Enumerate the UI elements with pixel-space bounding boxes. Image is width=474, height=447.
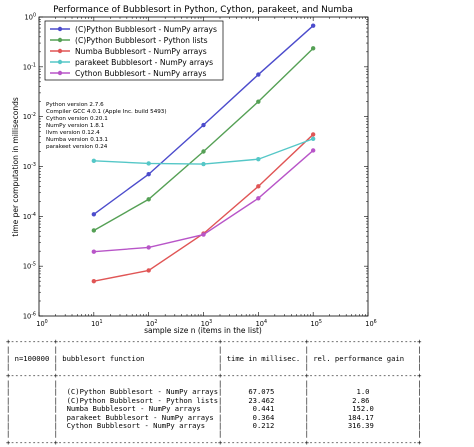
version-line: llvm version 0.12.4 [46, 130, 100, 136]
performance-chart: Performance of Bubblesort in Python, Cyt… [11, 5, 377, 335]
x-tick-label: 106 [365, 319, 376, 328]
data-point [256, 157, 261, 162]
x-tick-label: 100 [36, 319, 47, 328]
chart-title: Performance of Bubblesort in Python, Cyt… [53, 5, 353, 15]
data-point [310, 132, 316, 137]
x-tick-label: 104 [256, 319, 267, 328]
x-tick-label: 105 [310, 319, 321, 328]
version-line: Compiler GCC 4.0.1 (Apple Inc. build 549… [46, 109, 167, 115]
data-point [201, 149, 206, 154]
legend-label: Numba Bubblesort - NumPy arrays [75, 47, 207, 56]
data-point [256, 99, 261, 104]
legend-swatch-marker [57, 37, 63, 43]
legend-swatch-marker [57, 70, 63, 76]
legend-swatch-marker [57, 59, 63, 65]
data-point [310, 148, 316, 153]
legend-label: Cython Bubblesort - NumPy arrays [75, 69, 206, 78]
data-point [91, 228, 97, 233]
version-line: Cython version 0.20.1 [46, 116, 108, 122]
data-point [201, 122, 206, 128]
data-point [256, 184, 261, 189]
data-point [91, 278, 97, 284]
data-point [310, 136, 316, 141]
data-point [256, 72, 261, 77]
legend-label: (C)Python Bubblesort - NumPy arrays [75, 25, 217, 34]
y-tick-label: 100 [25, 13, 36, 22]
data-point [310, 23, 316, 28]
version-line: parakeet version 0.24 [46, 144, 108, 150]
data-point [146, 245, 151, 250]
data-point [201, 161, 206, 167]
version-line: NumPy version 1.8.1 [46, 123, 105, 129]
version-line: Numba version 0.13.1 [46, 137, 108, 143]
data-point [146, 161, 151, 166]
data-point [91, 158, 97, 164]
data-point [146, 197, 151, 202]
series-line-3 [93, 133, 314, 282]
data-point [146, 268, 151, 273]
legend-swatch-marker [57, 26, 63, 32]
data-point [256, 196, 261, 201]
x-axis-label: sample size n (items in the list) [144, 326, 262, 335]
y-tick-label: 10-3 [23, 162, 36, 171]
y-tick-label: 10-6 [23, 312, 36, 321]
legend-label: parakeet Bubblesort - NumPy arrays [75, 58, 213, 67]
legend-label: (C)Python Bubblesort - Python lists [75, 36, 208, 45]
y-tick-label: 10-2 [23, 112, 36, 121]
results-table: +----------+----------------------------… [6, 337, 422, 447]
x-tick-label: 102 [146, 319, 157, 328]
y-tick-label: 10-1 [23, 62, 36, 71]
data-point [146, 172, 151, 177]
y-tick-label: 10-4 [23, 212, 36, 221]
x-tick-label: 103 [201, 319, 212, 328]
legend-swatch-marker [57, 48, 63, 54]
y-tick-label: 10-5 [23, 262, 36, 271]
data-point [310, 46, 316, 51]
y-axis-label: time per computation in milliseconds [11, 97, 20, 237]
data-point [91, 249, 97, 254]
legend-box [44, 20, 224, 81]
x-tick-label: 101 [91, 319, 102, 328]
version-line: Python version 2.7.6 [46, 102, 104, 108]
data-point [91, 212, 97, 217]
data-point [201, 232, 206, 237]
